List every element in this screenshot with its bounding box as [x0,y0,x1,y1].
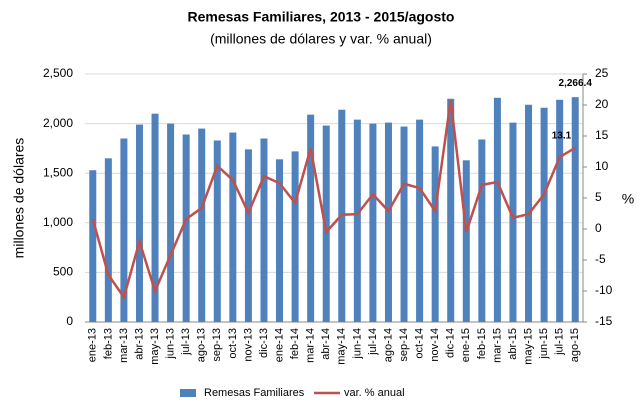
bar [167,123,175,322]
bar [229,132,237,322]
bar [493,97,501,322]
bar [182,134,190,322]
y-tick-label: 0 [66,314,73,328]
y2-axis-label: % [622,191,634,207]
bar [462,160,470,322]
bar [416,119,424,322]
y2-tick-label: 15 [595,128,609,142]
line [91,99,576,301]
bar [447,98,455,322]
bar [478,139,486,322]
bar [89,170,97,322]
chart-subtitle: (millones de dólares y var. % anual) [210,31,432,47]
bar [571,97,579,322]
x-tick-label: dic-13 [258,328,270,358]
x-tick-label: jul-13 [180,328,192,356]
bar [120,138,128,322]
x-tick-label: feb-13 [102,328,114,359]
x-tick-label: ene-15 [460,328,472,362]
x-tick-label: mar-13 [118,328,130,363]
bar [135,124,143,322]
x-tick-label: jun-15 [538,328,550,360]
x-tick-label: ago-13 [196,328,208,362]
x-tick-label: mar-15 [491,328,503,363]
x-tick-label: jul-15 [554,328,566,356]
bar [213,140,221,322]
bar-value-label: 2,266.4 [559,78,593,89]
x-tick-label: may-14 [336,328,348,365]
x-tick-label: ene-13 [87,328,99,362]
x-tick-label: dic-14 [445,328,457,358]
y2-tick-label: 10 [595,159,609,173]
y2-tick-label: 20 [595,97,609,111]
bar [104,158,112,322]
bar [431,146,439,322]
x-tick-label: sep-14 [398,328,410,362]
x-tick-label: abr-15 [507,328,519,360]
bar [260,138,268,322]
x-tick-label: nov-14 [429,328,441,362]
y-tick-label: 1,500 [43,165,73,179]
bar [244,149,252,322]
y2-tick-label: -5 [595,252,606,266]
bar [384,122,392,322]
bar [556,99,564,323]
bar [276,159,284,322]
y-tick-label: 2,000 [43,116,73,130]
x-tick-label: jun-14 [351,328,363,360]
x-tick-label: may-15 [522,328,534,365]
x-tick-label: abr-14 [320,328,332,360]
x-tick-label: may-13 [149,328,161,365]
y2-tick-label: 5 [595,190,602,204]
legend-label: Remesas Familiares [204,387,305,399]
bar [151,113,159,323]
y2-tick-label: 0 [595,221,602,235]
bar [540,107,548,322]
line-value-label: 13.1 [552,130,572,141]
y-axis-label: millones de dólares [11,138,27,259]
x-tick-label: feb-14 [289,328,301,359]
x-tick-label: nov-13 [242,328,254,362]
bar [307,114,315,322]
bar [509,122,517,322]
bar [400,126,408,323]
x-tick-label: feb-15 [476,328,488,359]
x-tick-label: ago-14 [382,328,394,362]
y-tick-label: 1,000 [43,215,73,229]
x-tick-label: ago-15 [569,328,581,362]
legend-swatch [180,389,196,397]
bar [291,151,299,322]
x-tick-label: mar-14 [305,328,317,363]
bar [353,119,361,322]
y-tick-label: 2,500 [43,66,73,80]
x-tick-label: jul-14 [367,328,379,356]
legend-label: var. % anual [344,387,405,399]
x-tick-label: sep-13 [211,328,223,362]
y-tick-label: 500 [53,265,73,279]
y2-tick-label: 25 [595,66,609,80]
bar [369,123,377,322]
x-tick-label: jun-13 [165,328,177,360]
x-tick-label: abr-13 [133,328,145,360]
x-tick-label: oct-14 [414,328,426,359]
x-tick-label: ene-14 [273,328,285,362]
y2-tick-label: -10 [595,283,613,297]
bar [198,128,206,322]
chart-title: Remesas Familiares, 2013 - 2015/agosto [188,9,455,25]
x-tick-label: oct-13 [227,328,239,359]
bar [322,125,330,322]
y2-tick-label: -15 [595,314,613,328]
